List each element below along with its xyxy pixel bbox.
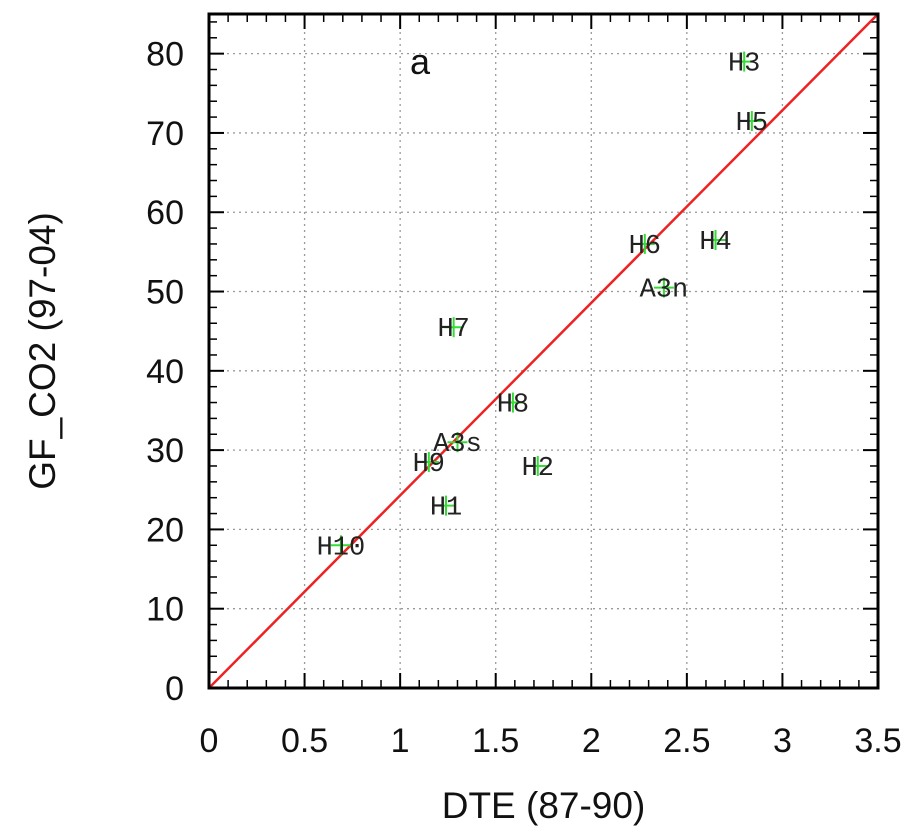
y-tick-label: 0	[165, 670, 184, 708]
point-label: H9	[413, 450, 445, 480]
y-tick-label: 50	[146, 274, 184, 312]
grid-layer	[209, 14, 878, 688]
x-tick-label: 0.5	[281, 722, 328, 760]
x-tick-label: 1	[391, 722, 410, 760]
y-tick-label: 60	[146, 194, 184, 232]
point-label: H8	[497, 391, 529, 421]
data-point: H5	[736, 109, 768, 139]
point-label: A3s	[433, 430, 482, 460]
data-point: H6	[629, 232, 661, 262]
plot-frame	[207, 12, 880, 690]
x-tick-label: 2.5	[663, 722, 710, 760]
y-tick-label: 10	[146, 591, 184, 629]
data-point: H1	[430, 494, 462, 524]
point-label: H5	[736, 109, 768, 139]
point-label: H1	[430, 494, 462, 524]
data-point: H10	[317, 533, 366, 563]
point-label: H3	[728, 50, 760, 80]
y-axis-title: GF_CO2 (97-04)	[22, 212, 63, 490]
data-point: A3s	[433, 430, 482, 460]
point-label: H7	[437, 315, 469, 345]
x-tick-label: 3.5	[854, 722, 901, 760]
data-point: H9	[413, 450, 445, 480]
data-point: H3	[728, 50, 760, 80]
point-label: A3n	[640, 276, 689, 306]
y-tick-label: 30	[146, 432, 184, 470]
x-tick-label: 0	[200, 722, 219, 760]
fit-line	[208, 13, 879, 689]
x-tick-label: 3	[773, 722, 792, 760]
point-label: H2	[522, 454, 554, 484]
point-label: H10	[317, 533, 366, 563]
x-axis-title: DTE (87-90)	[442, 785, 646, 826]
x-tick-label: 1.5	[472, 722, 519, 760]
panel-label: a	[410, 41, 431, 82]
data-point: H7	[437, 315, 469, 345]
point-label: H4	[699, 228, 731, 258]
y-tick-label: 70	[146, 115, 184, 153]
point-label: H6	[629, 232, 661, 262]
data-point: H2	[522, 454, 554, 484]
x-tick-label: 2	[582, 722, 601, 760]
fit-line-layer	[208, 13, 879, 689]
data-point: H8	[497, 391, 529, 421]
data-point: H4	[699, 228, 731, 258]
tick-label-layer: 0 0.5 1 1.5 2 2.5 3 3.5 0 10 20 30 40 50 60 70 80	[146, 36, 901, 760]
y-tick-label: 40	[146, 353, 184, 391]
y-tick-label: 80	[146, 36, 184, 74]
y-tick-label: 20	[146, 511, 184, 549]
data-point: A3n	[640, 276, 689, 306]
